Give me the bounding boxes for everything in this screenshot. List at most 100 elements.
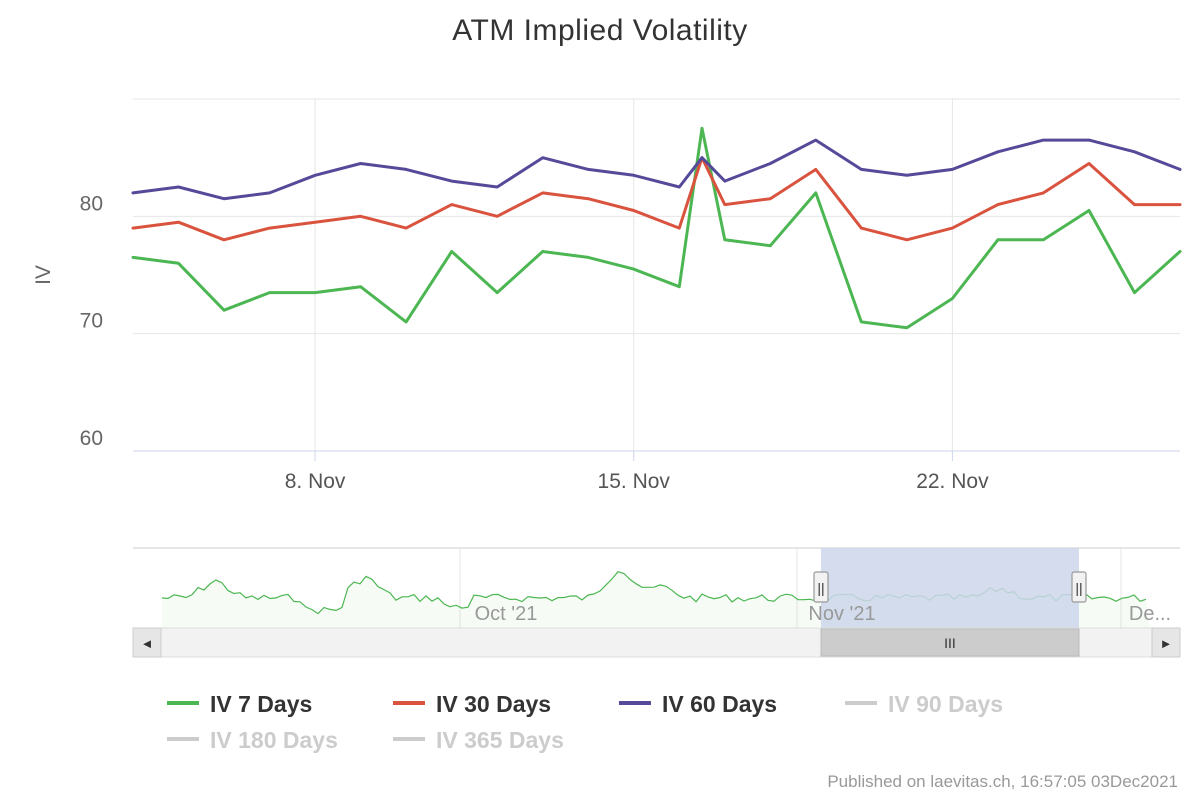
data-point[interactable]: [700, 156, 704, 160]
data-point[interactable]: [450, 179, 454, 183]
scrollbar-grip-icon: III: [944, 635, 956, 651]
data-point[interactable]: [313, 173, 317, 177]
data-point[interactable]: [723, 238, 727, 242]
data-point[interactable]: [996, 238, 1000, 242]
data-point[interactable]: [1041, 191, 1045, 195]
data-point[interactable]: [950, 226, 954, 230]
series-line-iv-30-days[interactable]: [131, 156, 1182, 242]
data-point[interactable]: [632, 209, 636, 213]
data-point[interactable]: [131, 191, 135, 195]
data-point[interactable]: [177, 220, 181, 224]
y-tick-label: 60: [80, 427, 103, 450]
credits-link[interactable]: Published on laevitas.ch, 16:57:05 03Dec…: [827, 772, 1178, 791]
legend-item-iv-30-days[interactable]: IV 30 Days: [436, 691, 551, 717]
data-point[interactable]: [1133, 150, 1137, 154]
data-point[interactable]: [723, 203, 727, 207]
data-point[interactable]: [222, 238, 226, 242]
data-point[interactable]: [632, 267, 636, 271]
data-point[interactable]: [541, 156, 545, 160]
navigator-label: Nov '21: [808, 603, 875, 625]
navigator-handle-right[interactable]: [1071, 571, 1087, 603]
data-point[interactable]: [814, 191, 818, 195]
data-point[interactable]: [131, 255, 135, 259]
data-point[interactable]: [905, 173, 909, 177]
data-point[interactable]: [859, 320, 863, 324]
data-point[interactable]: [404, 167, 408, 171]
series-line-iv-60-days[interactable]: [131, 138, 1182, 201]
data-point[interactable]: [1178, 250, 1182, 254]
data-point[interactable]: [950, 297, 954, 301]
data-point[interactable]: [586, 167, 590, 171]
data-point[interactable]: [586, 255, 590, 259]
data-point[interactable]: [268, 291, 272, 295]
data-point[interactable]: [495, 291, 499, 295]
data-point[interactable]: [905, 326, 909, 330]
chart-title: ATM Implied Volatility: [452, 14, 748, 47]
data-point[interactable]: [1041, 238, 1045, 242]
data-point[interactable]: [996, 150, 1000, 154]
data-point[interactable]: [768, 197, 772, 201]
data-point[interactable]: [768, 244, 772, 248]
scrollbar-left-button[interactable]: [132, 627, 162, 658]
data-point[interactable]: [996, 203, 1000, 207]
x-tick-label: 15. Nov: [598, 470, 671, 493]
data-point[interactable]: [950, 167, 954, 171]
data-point[interactable]: [359, 285, 363, 289]
data-point[interactable]: [677, 285, 681, 289]
legend-item-iv-90-days[interactable]: IV 90 Days: [888, 691, 1003, 717]
data-point[interactable]: [268, 191, 272, 195]
data-point[interactable]: [313, 220, 317, 224]
data-point[interactable]: [404, 226, 408, 230]
data-point[interactable]: [495, 185, 499, 189]
data-point[interactable]: [859, 226, 863, 230]
y-tick-label: 70: [80, 310, 103, 333]
legend-item-iv-180-days[interactable]: IV 180 Days: [210, 727, 338, 753]
legend-item-iv-365-days[interactable]: IV 365 Days: [436, 727, 564, 753]
navigator-handle-left[interactable]: [813, 571, 829, 603]
data-point[interactable]: [313, 291, 317, 295]
data-point[interactable]: [859, 167, 863, 171]
data-point[interactable]: [677, 185, 681, 189]
scrollbar-thumb[interactable]: [820, 628, 1080, 657]
data-point[interactable]: [450, 250, 454, 254]
data-point[interactable]: [359, 214, 363, 218]
data-point[interactable]: [586, 197, 590, 201]
navigator-handle-grip: ||: [1075, 580, 1082, 596]
data-point[interactable]: [700, 126, 704, 130]
data-point[interactable]: [268, 226, 272, 230]
data-point[interactable]: [222, 197, 226, 201]
data-point[interactable]: [177, 261, 181, 265]
data-point[interactable]: [632, 173, 636, 177]
data-point[interactable]: [1133, 203, 1137, 207]
legend-item-iv-7-days[interactable]: IV 7 Days: [210, 691, 312, 717]
x-tick-label: 8. Nov: [285, 470, 346, 493]
scrollbar-right-button[interactable]: [1151, 627, 1181, 658]
data-point[interactable]: [177, 185, 181, 189]
data-point[interactable]: [1041, 138, 1045, 142]
data-point[interactable]: [1087, 209, 1091, 213]
data-point[interactable]: [359, 162, 363, 166]
data-point[interactable]: [1087, 162, 1091, 166]
data-point[interactable]: [1133, 291, 1137, 295]
data-point[interactable]: [1178, 203, 1182, 207]
navigator-selection[interactable]: [821, 548, 1079, 628]
data-point[interactable]: [723, 179, 727, 183]
data-point[interactable]: [450, 203, 454, 207]
data-point[interactable]: [404, 320, 408, 324]
data-point[interactable]: [222, 308, 226, 312]
data-point[interactable]: [541, 191, 545, 195]
series-line-iv-7-days[interactable]: [131, 126, 1182, 330]
data-point[interactable]: [677, 226, 681, 230]
data-point[interactable]: [814, 138, 818, 142]
chevron-left-icon: ◄: [141, 636, 154, 651]
data-point[interactable]: [768, 162, 772, 166]
data-point[interactable]: [1087, 138, 1091, 142]
data-point[interactable]: [905, 238, 909, 242]
data-point[interactable]: [1178, 167, 1182, 171]
data-point[interactable]: [131, 226, 135, 230]
data-point[interactable]: [495, 214, 499, 218]
data-point[interactable]: [814, 167, 818, 171]
legend-item-iv-60-days[interactable]: IV 60 Days: [662, 691, 777, 717]
data-point[interactable]: [541, 250, 545, 254]
